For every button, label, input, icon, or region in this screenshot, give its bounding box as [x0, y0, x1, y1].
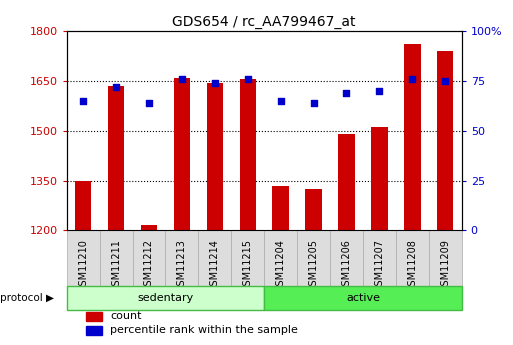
- Bar: [272, 186, 289, 230]
- Text: GSM11209: GSM11209: [440, 239, 450, 292]
- Bar: [404, 45, 421, 230]
- FancyBboxPatch shape: [363, 230, 396, 286]
- FancyBboxPatch shape: [264, 230, 297, 286]
- Bar: [141, 225, 157, 230]
- FancyBboxPatch shape: [165, 230, 199, 286]
- Point: [408, 76, 417, 82]
- FancyBboxPatch shape: [396, 230, 429, 286]
- FancyBboxPatch shape: [132, 230, 165, 286]
- Bar: [437, 51, 453, 230]
- Text: GSM11207: GSM11207: [374, 239, 384, 292]
- FancyBboxPatch shape: [199, 230, 231, 286]
- Point: [178, 76, 186, 82]
- Bar: [305, 189, 322, 230]
- Text: percentile rank within the sample: percentile rank within the sample: [110, 325, 298, 335]
- FancyBboxPatch shape: [100, 230, 132, 286]
- Text: GSM11211: GSM11211: [111, 239, 121, 292]
- Point: [309, 100, 318, 106]
- Text: GSM11210: GSM11210: [78, 239, 88, 292]
- Bar: [207, 82, 223, 230]
- Bar: [338, 134, 354, 230]
- Text: GSM11206: GSM11206: [342, 239, 351, 292]
- Text: GSM11204: GSM11204: [275, 239, 286, 292]
- Point: [342, 90, 350, 96]
- Text: sedentary: sedentary: [137, 293, 193, 303]
- Text: protocol ▶: protocol ▶: [0, 293, 54, 303]
- Title: GDS654 / rc_AA799467_at: GDS654 / rc_AA799467_at: [172, 14, 356, 29]
- FancyBboxPatch shape: [67, 230, 100, 286]
- Bar: [371, 127, 388, 230]
- Bar: [86, 312, 102, 321]
- Point: [112, 84, 120, 90]
- Text: active: active: [346, 293, 380, 303]
- Bar: [86, 326, 102, 335]
- Point: [376, 88, 384, 93]
- Point: [211, 80, 219, 86]
- FancyBboxPatch shape: [429, 230, 462, 286]
- Bar: [75, 180, 91, 230]
- Text: GSM11215: GSM11215: [243, 239, 253, 292]
- Bar: [108, 86, 124, 230]
- Bar: [174, 78, 190, 230]
- Bar: [240, 79, 256, 230]
- Text: GSM11213: GSM11213: [177, 239, 187, 292]
- Point: [145, 100, 153, 106]
- Text: count: count: [110, 311, 142, 321]
- Text: GSM11212: GSM11212: [144, 239, 154, 292]
- Point: [244, 76, 252, 82]
- Text: GSM11214: GSM11214: [210, 239, 220, 292]
- FancyBboxPatch shape: [264, 286, 462, 310]
- Point: [277, 98, 285, 104]
- Text: GSM11208: GSM11208: [407, 239, 417, 292]
- Text: GSM11205: GSM11205: [309, 239, 319, 292]
- FancyBboxPatch shape: [67, 286, 264, 310]
- Point: [79, 98, 87, 104]
- FancyBboxPatch shape: [330, 230, 363, 286]
- FancyBboxPatch shape: [231, 230, 264, 286]
- FancyBboxPatch shape: [297, 230, 330, 286]
- Point: [441, 78, 449, 83]
